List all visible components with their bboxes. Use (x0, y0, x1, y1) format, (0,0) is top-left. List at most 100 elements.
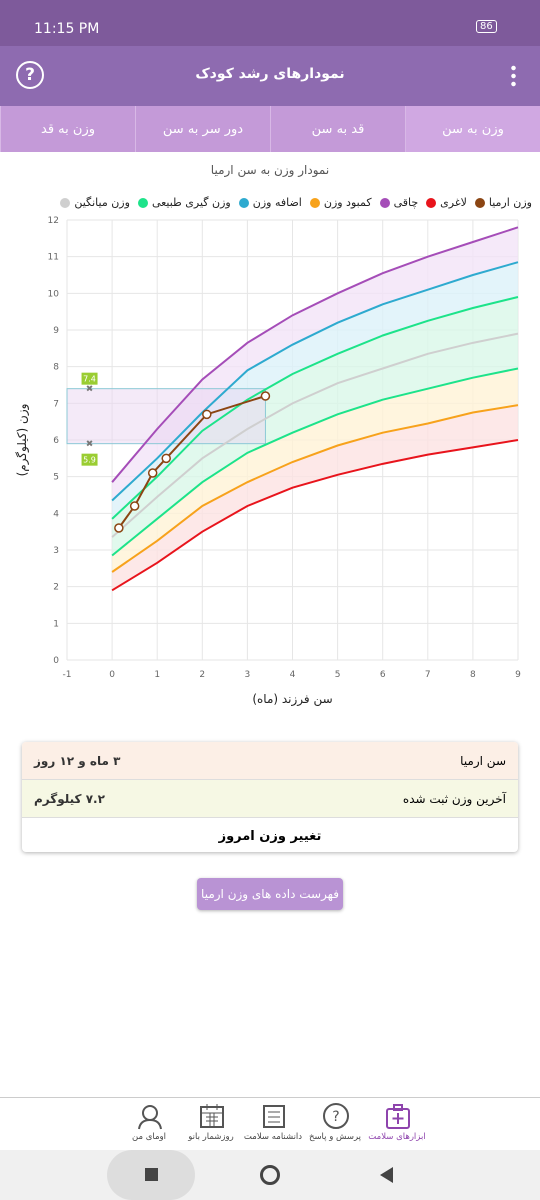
bottom-nav: ابزارهای سلامت ? پرسش و پاسخ دانشنامه سلا… (0, 1097, 540, 1149)
legend-label: لاغری (440, 196, 467, 209)
legend-label: وزن ارمیا (488, 196, 532, 209)
y-tick-label: 5 (53, 473, 59, 483)
weight-point (147, 468, 158, 478)
curve (111, 332, 519, 538)
weight-point (129, 501, 140, 511)
row-value: ۳ ماه و ۱۲ روز (34, 753, 121, 768)
nav-item[interactable]: ابزارهای سلامت (366, 1098, 428, 1149)
legend-item[interactable]: وزن میانگین (60, 196, 130, 209)
y-tick-label: 9 (53, 326, 59, 336)
nav-item[interactable]: دانشنامه سلامت (242, 1098, 304, 1149)
recents-button[interactable] (145, 1168, 158, 1181)
y-tick-label: 0 (53, 656, 59, 666)
x-tick-label: 5 (335, 670, 341, 680)
action-button[interactable]: تغییر وزن امروز (218, 828, 322, 844)
x-tick-label: 3 (245, 670, 251, 680)
info-row: سن ارمیا ۳ ماه و ۱۲ روز (22, 742, 518, 780)
y-tick-label: 10 (48, 289, 60, 299)
band-fill (112, 297, 518, 556)
nav-item[interactable]: اومای من (118, 1098, 180, 1149)
legend-item[interactable]: چاقی (379, 196, 419, 209)
nav-icon (263, 1105, 285, 1128)
legend-item[interactable]: وزن گیری طبیعی (137, 196, 231, 209)
y-axis-label: وزن (کیلوگرم) (15, 404, 30, 477)
tab[interactable]: دور سر به سن (135, 106, 270, 152)
tab[interactable]: وزن به سن (405, 106, 540, 152)
battery: 86 (476, 20, 497, 33)
curve (111, 296, 519, 520)
nav-label: پرسش و پاسخ (308, 1132, 362, 1142)
y-tick-label: 7 (53, 399, 59, 409)
legend: وزن ارمیا لاغری چاقی کمبود وزن اضافه وزن وزن … (0, 196, 540, 209)
band-fill (112, 227, 518, 501)
x-tick-label: 9 (515, 670, 521, 680)
x-axis-label: سن فرزند (ماه) (252, 692, 332, 707)
ref-label: 5.9 (83, 456, 96, 465)
curve (111, 261, 519, 502)
help-button[interactable]: ? (16, 61, 44, 89)
row-value: ۷.۲ کیلوگرم (34, 791, 105, 806)
ref-label: 7.4 (83, 375, 96, 384)
list-button[interactable]: فهرست داده های وزن ارمیا (197, 878, 343, 910)
tabs: وزن به سن قد به سن دور سر به سن وزن به ق… (0, 106, 540, 152)
y-tick-label: 3 (53, 546, 59, 556)
y-tick-label: 4 (53, 509, 59, 519)
row-label: آخرین وزن ثبت شده (402, 791, 506, 806)
weight-point (161, 453, 171, 464)
x-tick-label: 7 (425, 670, 431, 680)
tab[interactable]: قد به سن (270, 106, 405, 152)
menu-button[interactable] (511, 64, 516, 88)
status-bar: 11:15 PM 86 (0, 0, 540, 46)
weight-point (114, 523, 124, 533)
curve (111, 439, 519, 592)
nav-icon (138, 1105, 162, 1130)
curve (111, 226, 519, 483)
nav-icon (386, 1104, 410, 1129)
nav-label: ابزارهای سلامت (368, 1132, 426, 1142)
nav-label: اومای من (132, 1132, 166, 1142)
legend-label: چاقی (393, 196, 419, 209)
x-tick-label: 8 (470, 670, 476, 680)
legend-label: اضافه وزن (252, 196, 302, 209)
tab[interactable]: وزن به قد (0, 106, 135, 152)
legend-swatch (137, 197, 148, 208)
band-fill (112, 405, 518, 591)
row-label: سن ارمیا (460, 753, 506, 768)
time: 11:15 PM (34, 21, 100, 37)
nav-label: دانشنامه سلامت (243, 1132, 303, 1142)
home-button[interactable] (260, 1165, 280, 1185)
nav-icon: ? (323, 1103, 349, 1129)
curve (111, 367, 519, 557)
app-bar: ? نمودارهای رشد کودک (0, 46, 540, 106)
legend-label: وزن میانگین (74, 196, 130, 209)
y-tick-label: 2 (53, 583, 59, 593)
nav-icon (200, 1104, 224, 1128)
x-tick-label: 2 (199, 670, 205, 680)
back-button[interactable] (380, 1167, 393, 1183)
ref-marker: ✖ (86, 440, 94, 450)
x-tick-label: 6 (380, 670, 386, 680)
chart-title: نمودار وزن به سن ارمیا (210, 163, 330, 177)
info-row: آخرین وزن ثبت شده ۷.۲ کیلوگرم (22, 780, 518, 818)
legend-item[interactable]: اضافه وزن (238, 196, 302, 209)
x-tick-label: 4 (290, 670, 296, 680)
reference-box (66, 388, 266, 445)
info-card: سن ارمیا ۳ ماه و ۱۲ روز آخرین وزن ثبت شده… (22, 742, 518, 852)
legend-swatch (379, 197, 390, 208)
x-tick-label: 1 (154, 670, 160, 680)
nav-item[interactable]: روزشمار بانو (180, 1098, 242, 1149)
legend-swatch (238, 197, 249, 208)
y-tick-label: 8 (53, 363, 59, 373)
legend-item[interactable]: وزن ارمیا (474, 196, 532, 209)
legend-item[interactable]: کمبود وزن (309, 196, 372, 209)
nav-label: روزشمار بانو (188, 1132, 234, 1142)
app-title: نمودارهای رشد کودک (195, 66, 345, 82)
ref-badge (81, 453, 98, 466)
nav-item[interactable]: ? پرسش و پاسخ (304, 1098, 366, 1149)
y-tick-label: 11 (48, 253, 59, 263)
curve (111, 404, 519, 573)
ref-marker: ✖ (86, 385, 94, 395)
legend-item[interactable]: لاغری (426, 196, 467, 209)
